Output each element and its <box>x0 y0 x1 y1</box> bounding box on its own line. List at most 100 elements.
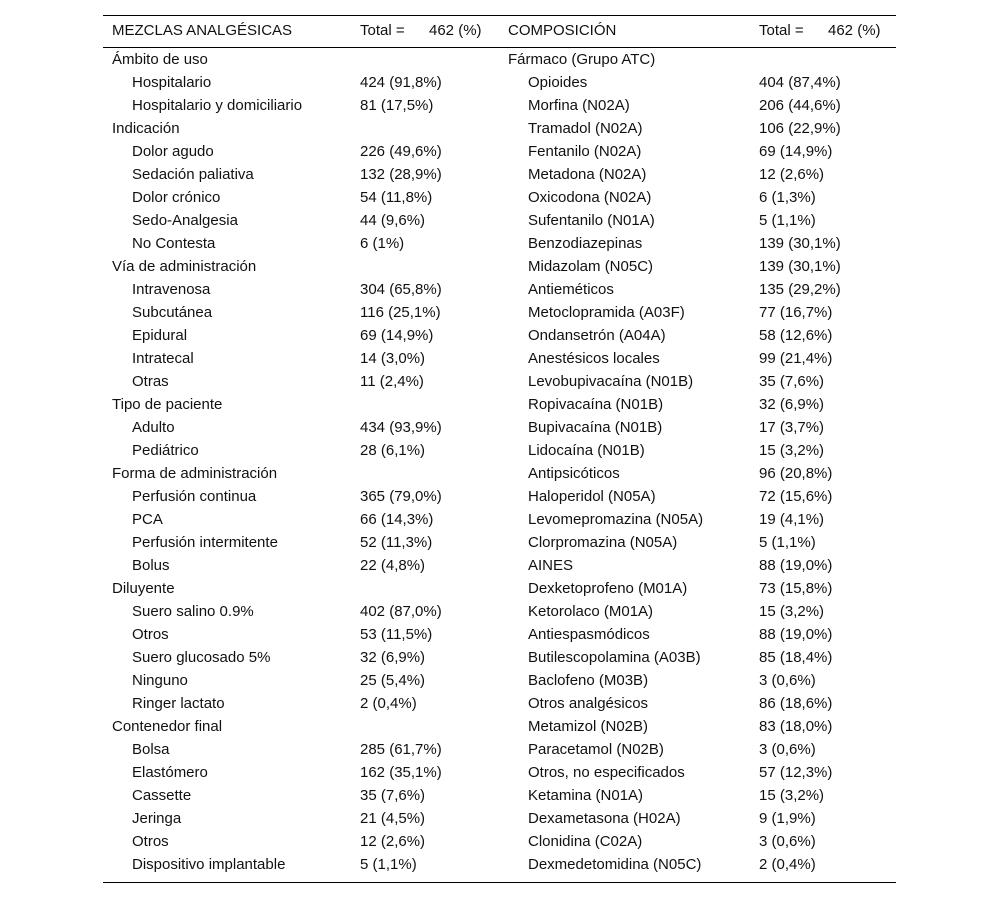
row-value: 226 (49,6%) <box>360 143 442 160</box>
row-label: Suero glucosado 5% <box>132 649 271 666</box>
row-value: 12 (2,6%) <box>759 166 825 183</box>
row-value: 135 (29,2%) <box>759 281 841 298</box>
row-value: 83 (18,0%) <box>759 718 833 735</box>
row-label: Perfusión intermitente <box>132 534 278 551</box>
row-value: 304 (65,8%) <box>360 281 442 298</box>
row-value: 106 (22,9%) <box>759 120 841 137</box>
group-label: Tipo de paciente <box>112 396 223 413</box>
row-label: Metadona (N02A) <box>528 166 647 183</box>
row-value: 402 (87,0%) <box>360 603 442 620</box>
row-value: 365 (79,0%) <box>360 488 442 505</box>
row-value: 3 (0,6%) <box>759 833 816 850</box>
row-value: 35 (7,6%) <box>759 373 825 390</box>
row-value: 162 (35,1%) <box>360 764 442 781</box>
group-label: Ámbito de uso <box>112 51 208 68</box>
row-label: Dolor crónico <box>132 189 221 206</box>
row-label: Anestésicos locales <box>528 350 660 367</box>
row-value: 15 (3,2%) <box>759 787 825 804</box>
row-value: 12 (2,6%) <box>360 833 426 850</box>
row-label: Epidural <box>132 327 188 344</box>
row-value: 28 (6,1%) <box>360 442 426 459</box>
row-label: Levomepromazina (N05A) <box>528 511 704 528</box>
row-label: AINES <box>528 557 574 574</box>
row-value: 14 (3,0%) <box>360 350 426 367</box>
row-label: Sufentanilo (N01A) <box>528 212 655 229</box>
row-label: Subcutánea <box>132 304 213 321</box>
row-label: Perfusión continua <box>132 488 257 505</box>
row-value: 52 (11,3%) <box>360 534 433 551</box>
row-label: Antipsicóticos <box>528 465 620 482</box>
row-label: Morfina (N02A) <box>528 97 630 114</box>
row-value: 139 (30,1%) <box>759 235 841 252</box>
row-label: Ondansetrón (A04A) <box>528 327 666 344</box>
row-value: 17 (3,7%) <box>759 419 825 436</box>
row-value: 3 (0,6%) <box>759 741 816 758</box>
row-value: 69 (14,9%) <box>360 327 434 344</box>
row-value: 96 (20,8%) <box>759 465 833 482</box>
row-value: 81 (17,5%) <box>360 97 434 114</box>
row-label: Fentanilo (N02A) <box>528 143 642 160</box>
top-rule <box>103 15 896 16</box>
group-label: Contenedor final <box>112 718 223 735</box>
row-label: Pediátrico <box>132 442 199 459</box>
row-value: 57 (12,3%) <box>759 764 833 781</box>
row-label: Oxicodona (N02A) <box>528 189 652 206</box>
row-label: Ketamina (N01A) <box>528 787 644 804</box>
group-label: Fármaco (Grupo ATC) <box>508 51 656 68</box>
row-label: Intratecal <box>132 350 194 367</box>
row-label: Intravenosa <box>132 281 211 298</box>
row-label: Ropivacaína (N01B) <box>528 396 664 413</box>
row-label: Paracetamol (N02B) <box>528 741 664 758</box>
row-value: 32 (6,9%) <box>759 396 825 413</box>
row-value: 99 (21,4%) <box>759 350 833 367</box>
row-label: Benzodiazepinas <box>528 235 643 252</box>
row-value: 132 (28,9%) <box>360 166 442 183</box>
row-value: 404 (87,4%) <box>759 74 841 91</box>
header-cell: 462 (%) <box>828 22 881 39</box>
row-label: Butilescopolamina (A03B) <box>528 649 701 666</box>
row-label: Ninguno <box>132 672 188 689</box>
row-label: Dispositivo implantable <box>132 856 286 873</box>
row-label: Sedación paliativa <box>132 166 254 183</box>
row-label: Hospitalario y domiciliario <box>132 97 303 114</box>
row-value: 44 (9,6%) <box>360 212 426 229</box>
header-rule <box>103 47 896 48</box>
row-value: 77 (16,7%) <box>759 304 833 321</box>
group-label: Indicación <box>112 120 180 137</box>
row-value: 2 (0,4%) <box>360 695 417 712</box>
row-label: Levobupivacaína (N01B) <box>528 373 694 390</box>
row-value: 85 (18,4%) <box>759 649 833 666</box>
row-label: Suero salino 0.9% <box>132 603 254 620</box>
row-value: 72 (15,6%) <box>759 488 833 505</box>
row-label: Adulto <box>132 419 175 436</box>
row-value: 116 (25,1%) <box>360 304 441 321</box>
row-value: 25 (5,4%) <box>360 672 426 689</box>
row-label: Antieméticos <box>528 281 614 298</box>
header-cell: 462 (%) <box>429 22 482 39</box>
row-value: 54 (11,8%) <box>360 189 433 206</box>
row-label: Haloperidol (N05A) <box>528 488 656 505</box>
row-label: Cassette <box>132 787 192 804</box>
row-value: 11 (2,4%) <box>360 373 424 390</box>
group-label: Forma de administración <box>112 465 278 482</box>
row-value: 2 (0,4%) <box>759 856 816 873</box>
row-label: Otros analgésicos <box>528 695 649 712</box>
row-value: 3 (0,6%) <box>759 672 816 689</box>
row-label: Jeringa <box>132 810 182 827</box>
row-value: 35 (7,6%) <box>360 787 426 804</box>
row-value: 424 (91,8%) <box>360 74 442 91</box>
row-label: Otros, no especificados <box>528 764 685 781</box>
row-value: 285 (61,7%) <box>360 741 442 758</box>
row-value: 139 (30,1%) <box>759 258 841 275</box>
row-value: 66 (14,3%) <box>360 511 434 528</box>
row-label: Baclofeno (M03B) <box>528 672 649 689</box>
header-cell: Total = <box>759 22 804 39</box>
row-value: 5 (1,1%) <box>759 534 816 551</box>
row-value: 21 (4,5%) <box>360 810 426 827</box>
row-label: Metoclopramida (A03F) <box>528 304 685 321</box>
row-label: Antiespasmódicos <box>528 626 650 643</box>
row-label: PCA <box>132 511 163 528</box>
row-label: Dolor agudo <box>132 143 214 160</box>
row-label: Opioides <box>528 74 588 91</box>
row-label: Ringer lactato <box>132 695 225 712</box>
